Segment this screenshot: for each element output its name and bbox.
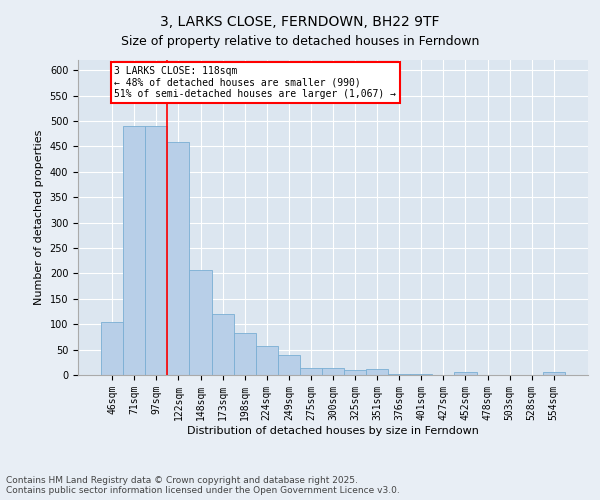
Bar (322, 368, 344, 375)
Bar (410, 374, 433, 375)
Bar (190, 270, 212, 375)
Bar (256, 346, 278, 375)
Bar (454, 372, 476, 375)
Text: Contains HM Land Registry data © Crown copyright and database right 2025.
Contai: Contains HM Land Registry data © Crown c… (6, 476, 400, 495)
Bar (388, 374, 410, 375)
Bar (101, 322, 123, 375)
Bar (366, 369, 388, 375)
Bar (344, 370, 366, 375)
Bar (543, 372, 565, 375)
Text: Size of property relative to detached houses in Ferndown: Size of property relative to detached ho… (121, 35, 479, 48)
Bar (300, 368, 322, 375)
Bar (167, 142, 190, 375)
Y-axis label: Number of detached properties: Number of detached properties (34, 130, 44, 305)
Bar (145, 126, 167, 375)
Text: 3 LARKS CLOSE: 118sqm
← 48% of detached houses are smaller (990)
51% of semi-det: 3 LARKS CLOSE: 118sqm ← 48% of detached … (115, 66, 397, 100)
Bar (233, 334, 256, 375)
Bar (212, 314, 233, 375)
Bar (278, 355, 300, 375)
X-axis label: Distribution of detached houses by size in Ferndown: Distribution of detached houses by size … (187, 426, 479, 436)
Text: 3, LARKS CLOSE, FERNDOWN, BH22 9TF: 3, LARKS CLOSE, FERNDOWN, BH22 9TF (160, 15, 440, 29)
Bar (123, 126, 145, 375)
